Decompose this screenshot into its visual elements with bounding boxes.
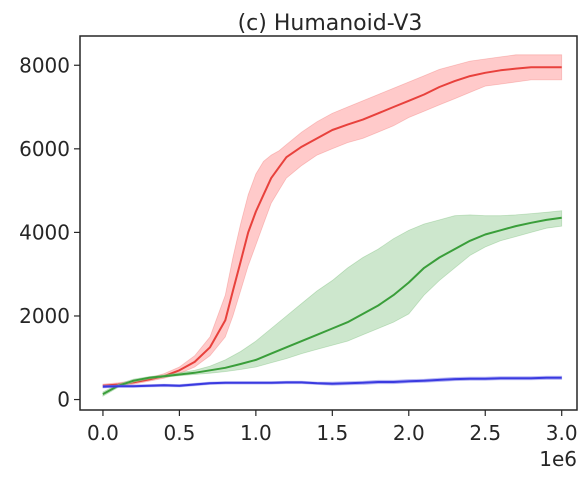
x-tick-label: 0.5 (163, 421, 195, 445)
x-offset-label: 1e6 (539, 447, 577, 471)
series-2 (102, 375, 563, 389)
x-tick-label: 3.0 (546, 421, 578, 445)
y-tick-label: 0 (57, 388, 70, 412)
chart-title: (c) Humanoid-V3 (238, 11, 423, 36)
series-1-line (102, 216, 562, 395)
series-layer (102, 54, 563, 397)
x-tick-label: 2.0 (393, 421, 425, 445)
plot-frame (79, 35, 578, 411)
y-tick-label: 8000 (19, 53, 70, 77)
x-tick-label: 1.0 (240, 421, 272, 445)
y-axis: 0 2000 4000 6000 8000 (19, 53, 80, 412)
series-0 (102, 54, 563, 388)
y-tick-label: 4000 (19, 220, 70, 244)
x-tick-label: 0.0 (87, 421, 119, 445)
x-axis: 0.0 0.5 1.0 1.5 2.0 2.5 3.0 (87, 410, 578, 445)
series-0-line (102, 66, 562, 387)
x-tick-label: 2.5 (469, 421, 501, 445)
series-1 (102, 210, 563, 397)
y-tick-label: 2000 (19, 304, 70, 328)
series-1-band (102, 210, 563, 397)
y-tick-label: 6000 (19, 137, 70, 161)
x-tick-label: 1.5 (316, 421, 348, 445)
series-0-band (102, 54, 563, 388)
series-2-line (102, 376, 562, 388)
